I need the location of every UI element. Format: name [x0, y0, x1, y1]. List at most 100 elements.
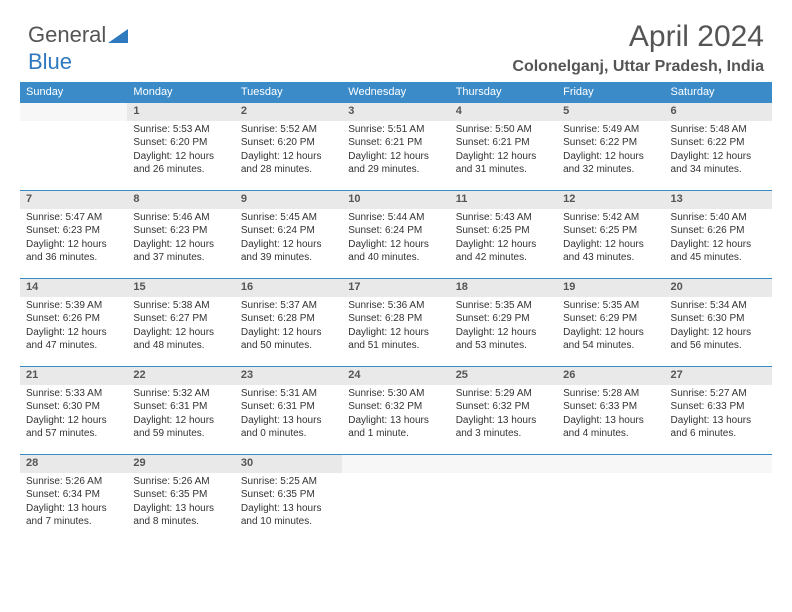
day-number-row: 78910111213 [20, 191, 772, 209]
day-content-cell: Sunrise: 5:26 AMSunset: 6:35 PMDaylight:… [127, 473, 234, 543]
daylight-text-2: and 57 minutes. [26, 427, 121, 441]
sunrise-text: Sunrise: 5:35 AM [456, 299, 551, 313]
col-tuesday: Tuesday [235, 82, 342, 103]
sunset-text: Sunset: 6:24 PM [241, 224, 336, 238]
daylight-text-2: and 8 minutes. [133, 515, 228, 529]
day-content-cell [342, 473, 449, 543]
day-number-cell [20, 103, 127, 121]
day-content-cell: Sunrise: 5:48 AMSunset: 6:22 PMDaylight:… [665, 121, 772, 191]
daylight-text-2: and 43 minutes. [563, 251, 658, 265]
sunrise-text: Sunrise: 5:35 AM [563, 299, 658, 313]
logo-triangle-icon [108, 23, 128, 49]
daylight-text-2: and 45 minutes. [671, 251, 766, 265]
daylight-text-1: Daylight: 12 hours [26, 238, 121, 252]
sunrise-text: Sunrise: 5:53 AM [133, 123, 228, 137]
sunrise-text: Sunrise: 5:45 AM [241, 211, 336, 225]
daylight-text-1: Daylight: 12 hours [133, 150, 228, 164]
day-content-row: Sunrise: 5:33 AMSunset: 6:30 PMDaylight:… [20, 385, 772, 455]
daylight-text-2: and 42 minutes. [456, 251, 551, 265]
daylight-text-2: and 28 minutes. [241, 163, 336, 177]
day-content-cell: Sunrise: 5:38 AMSunset: 6:27 PMDaylight:… [127, 297, 234, 367]
day-content-cell: Sunrise: 5:35 AMSunset: 6:29 PMDaylight:… [450, 297, 557, 367]
sunset-text: Sunset: 6:34 PM [26, 488, 121, 502]
daylight-text-1: Daylight: 13 hours [563, 414, 658, 428]
day-number-cell: 23 [235, 367, 342, 385]
daylight-text-2: and 0 minutes. [241, 427, 336, 441]
sunset-text: Sunset: 6:25 PM [456, 224, 551, 238]
day-content-cell: Sunrise: 5:29 AMSunset: 6:32 PMDaylight:… [450, 385, 557, 455]
day-content-cell: Sunrise: 5:39 AMSunset: 6:26 PMDaylight:… [20, 297, 127, 367]
sunset-text: Sunset: 6:22 PM [671, 136, 766, 150]
sunrise-text: Sunrise: 5:51 AM [348, 123, 443, 137]
sunrise-text: Sunrise: 5:50 AM [456, 123, 551, 137]
daylight-text-1: Daylight: 12 hours [563, 326, 658, 340]
sunset-text: Sunset: 6:26 PM [26, 312, 121, 326]
day-content-cell: Sunrise: 5:37 AMSunset: 6:28 PMDaylight:… [235, 297, 342, 367]
daylight-text-1: Daylight: 12 hours [133, 238, 228, 252]
daylight-text-2: and 51 minutes. [348, 339, 443, 353]
day-number-cell: 24 [342, 367, 449, 385]
day-number-cell: 11 [450, 191, 557, 209]
day-content-row: Sunrise: 5:26 AMSunset: 6:34 PMDaylight:… [20, 473, 772, 543]
logo: General Blue [28, 22, 128, 75]
day-number-cell: 27 [665, 367, 772, 385]
daylight-text-2: and 53 minutes. [456, 339, 551, 353]
day-content-cell: Sunrise: 5:35 AMSunset: 6:29 PMDaylight:… [557, 297, 664, 367]
sunrise-text: Sunrise: 5:34 AM [671, 299, 766, 313]
daylight-text-1: Daylight: 13 hours [26, 502, 121, 516]
daylight-text-1: Daylight: 12 hours [241, 150, 336, 164]
day-content-cell: Sunrise: 5:36 AMSunset: 6:28 PMDaylight:… [342, 297, 449, 367]
col-wednesday: Wednesday [342, 82, 449, 103]
day-content-cell [557, 473, 664, 543]
sunrise-text: Sunrise: 5:32 AM [133, 387, 228, 401]
sunset-text: Sunset: 6:30 PM [671, 312, 766, 326]
sunrise-text: Sunrise: 5:26 AM [26, 475, 121, 489]
sunset-text: Sunset: 6:33 PM [671, 400, 766, 414]
daylight-text-2: and 29 minutes. [348, 163, 443, 177]
sunset-text: Sunset: 6:27 PM [133, 312, 228, 326]
sunset-text: Sunset: 6:29 PM [456, 312, 551, 326]
sunrise-text: Sunrise: 5:49 AM [563, 123, 658, 137]
day-number-cell: 20 [665, 279, 772, 297]
day-number-cell: 4 [450, 103, 557, 121]
daylight-text-2: and 50 minutes. [241, 339, 336, 353]
day-number-cell: 6 [665, 103, 772, 121]
col-sunday: Sunday [20, 82, 127, 103]
daylight-text-1: Daylight: 12 hours [563, 150, 658, 164]
daylight-text-1: Daylight: 12 hours [26, 414, 121, 428]
daylight-text-2: and 56 minutes. [671, 339, 766, 353]
daylight-text-1: Daylight: 13 hours [456, 414, 551, 428]
daylight-text-1: Daylight: 12 hours [671, 238, 766, 252]
location-label: Colonelganj, Uttar Pradesh, India [512, 58, 764, 76]
daylight-text-1: Daylight: 12 hours [348, 238, 443, 252]
daylight-text-1: Daylight: 12 hours [26, 326, 121, 340]
daylight-text-2: and 59 minutes. [133, 427, 228, 441]
page-title: April 2024 [629, 20, 764, 54]
sunset-text: Sunset: 6:28 PM [348, 312, 443, 326]
day-content-cell: Sunrise: 5:33 AMSunset: 6:30 PMDaylight:… [20, 385, 127, 455]
sunrise-text: Sunrise: 5:52 AM [241, 123, 336, 137]
sunrise-text: Sunrise: 5:43 AM [456, 211, 551, 225]
daylight-text-2: and 36 minutes. [26, 251, 121, 265]
daylight-text-1: Daylight: 13 hours [671, 414, 766, 428]
sunrise-text: Sunrise: 5:27 AM [671, 387, 766, 401]
daylight-text-2: and 47 minutes. [26, 339, 121, 353]
day-content-cell: Sunrise: 5:46 AMSunset: 6:23 PMDaylight:… [127, 209, 234, 279]
day-number-cell: 2 [235, 103, 342, 121]
day-number-cell: 7 [20, 191, 127, 209]
day-number-row: 123456 [20, 103, 772, 121]
daylight-text-2: and 26 minutes. [133, 163, 228, 177]
header-row: Sunday Monday Tuesday Wednesday Thursday… [20, 82, 772, 103]
daylight-text-1: Daylight: 12 hours [133, 326, 228, 340]
sunrise-text: Sunrise: 5:48 AM [671, 123, 766, 137]
sunset-text: Sunset: 6:35 PM [133, 488, 228, 502]
daylight-text-1: Daylight: 13 hours [241, 502, 336, 516]
sunrise-text: Sunrise: 5:38 AM [133, 299, 228, 313]
day-content-cell: Sunrise: 5:32 AMSunset: 6:31 PMDaylight:… [127, 385, 234, 455]
col-monday: Monday [127, 82, 234, 103]
day-number-cell: 1 [127, 103, 234, 121]
sunrise-text: Sunrise: 5:37 AM [241, 299, 336, 313]
day-number-row: 282930 [20, 455, 772, 473]
sunset-text: Sunset: 6:24 PM [348, 224, 443, 238]
day-number-cell: 29 [127, 455, 234, 473]
